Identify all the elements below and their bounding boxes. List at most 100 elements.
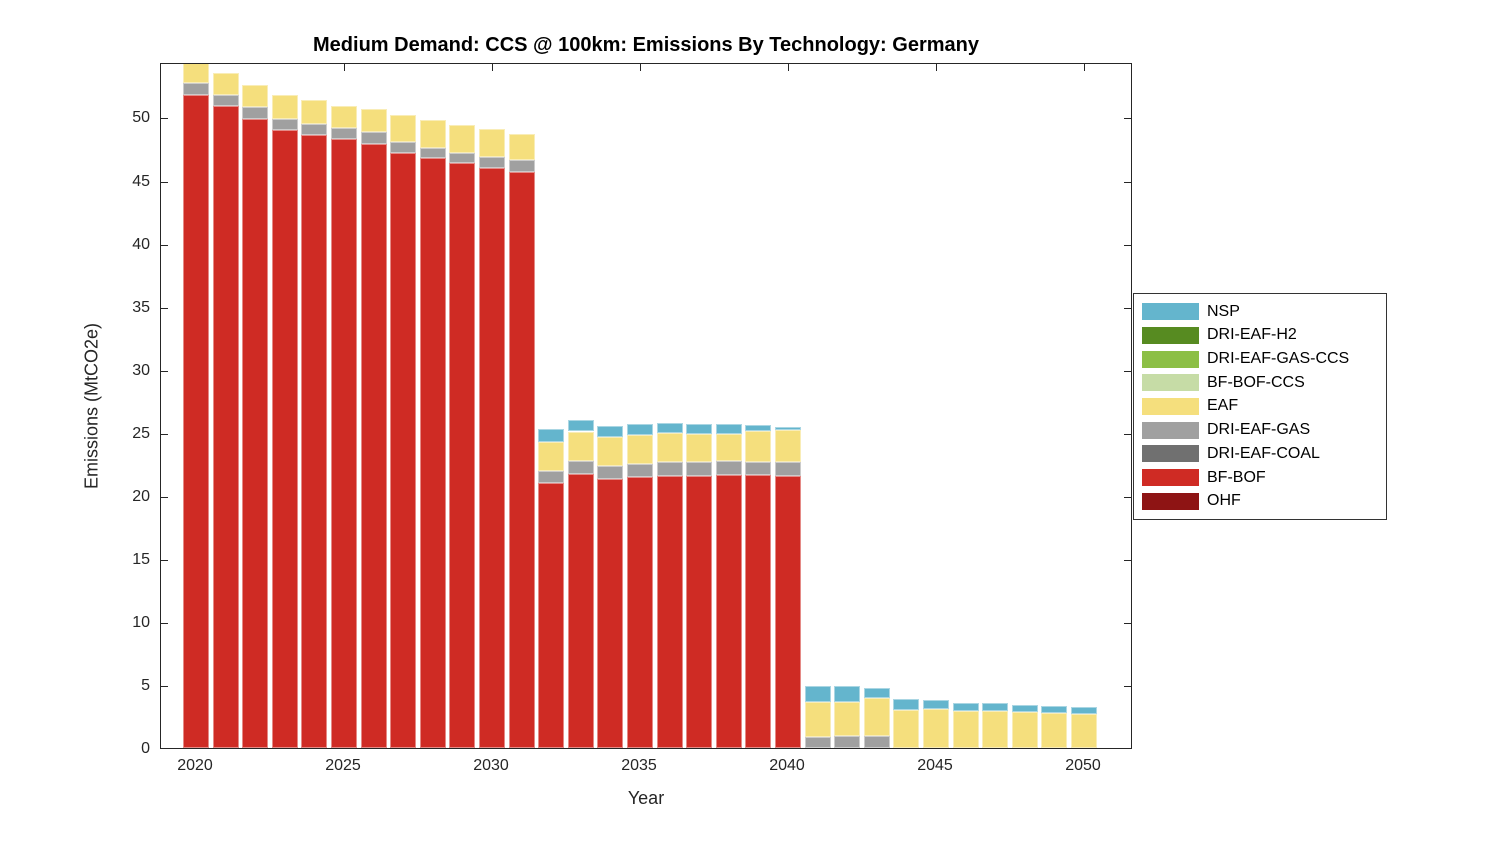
bar-segment-BF-BOF-2036 bbox=[656, 475, 683, 748]
x-tick-label-2025: 2025 bbox=[325, 757, 361, 774]
bar-segment-DRI-EAF-GAS-2030 bbox=[479, 156, 505, 168]
y-tick-label-0: 0 bbox=[141, 740, 150, 757]
bar-segment-BF-BOF-2029 bbox=[449, 162, 476, 748]
legend-swatch-OHF bbox=[1142, 492, 1199, 510]
bar-segment-BF-BOF-2032 bbox=[538, 483, 565, 748]
bar-segment-NSP-2038 bbox=[715, 423, 742, 435]
bar-segment-BF-BOF-2020 bbox=[183, 94, 209, 748]
bar-segment-DRI-EAF-GAS-2039 bbox=[745, 462, 772, 475]
y-tick-mark-50 bbox=[161, 118, 168, 120]
bar-segment-DRI-EAF-GAS-2027 bbox=[390, 142, 417, 153]
legend-label-DRI-EAF-H2: DRI-EAF-H2 bbox=[1207, 326, 1297, 344]
y-tick-mark-right-20 bbox=[1124, 496, 1131, 498]
bar-segment-NSP-2032 bbox=[538, 428, 565, 442]
legend-item-DRI-EAF-COAL: DRI-EAF-COAL bbox=[1142, 445, 1386, 463]
plot-area bbox=[160, 63, 1132, 749]
bar-segment-BF-BOF-2037 bbox=[686, 475, 713, 748]
bar-segment-NSP-2033 bbox=[567, 420, 594, 432]
y-tick-mark-35 bbox=[161, 307, 168, 309]
bar-segment-BF-BOF-2025 bbox=[331, 138, 357, 748]
bar-segment-DRI-EAF-GAS-2035 bbox=[627, 463, 653, 477]
bar-segment-BF-BOF-2028 bbox=[419, 158, 446, 748]
bar-segment-BF-BOF-2031 bbox=[508, 171, 535, 748]
legend-swatch-DRI-EAF-H2 bbox=[1142, 326, 1199, 344]
legend-item-DRI-EAF-GAS-CCS: DRI-EAF-GAS-CCS bbox=[1142, 350, 1386, 368]
bar-segment-EAF-2030 bbox=[479, 128, 505, 157]
bar-segment-BF-BOF-2035 bbox=[627, 476, 653, 748]
bar-segment-EAF-2039 bbox=[745, 430, 772, 463]
x-tick-label-2040: 2040 bbox=[769, 757, 805, 774]
legend-label-BF-BOF: BF-BOF bbox=[1207, 468, 1266, 486]
y-tick-mark-25 bbox=[161, 433, 168, 435]
bar-segment-EAF-2031 bbox=[508, 133, 535, 161]
bar-segment-NSP-2035 bbox=[627, 423, 653, 435]
bar-segment-BF-BOF-2034 bbox=[597, 479, 624, 748]
legend-label-DRI-EAF-GAS: DRI-EAF-GAS bbox=[1207, 421, 1311, 439]
bar-segment-EAF-2049 bbox=[1041, 713, 1068, 748]
y-tick-label-15: 15 bbox=[132, 550, 150, 568]
legend-item-NSP: NSP bbox=[1142, 303, 1386, 321]
y-tick-mark-5 bbox=[161, 685, 168, 687]
bar-segment-EAF-2022 bbox=[242, 85, 269, 108]
y-axis-label: Emissions (MtCO2e) bbox=[81, 322, 102, 490]
bar-segment-DRI-EAF-GAS-2020 bbox=[183, 82, 209, 95]
legend-item-DRI-EAF-H2: DRI-EAF-H2 bbox=[1142, 326, 1386, 344]
bar-segment-DRI-EAF-GAS-2043 bbox=[863, 735, 890, 748]
bar-segment-DRI-EAF-GAS-2036 bbox=[656, 462, 683, 476]
bar-segment-BF-BOF-2039 bbox=[745, 475, 772, 748]
bar-segment-DRI-EAF-GAS-2041 bbox=[804, 736, 831, 748]
y-tick-mark-right-15 bbox=[1124, 559, 1131, 561]
bar-segment-EAF-2047 bbox=[982, 711, 1009, 748]
bar-segment-DRI-EAF-GAS-2023 bbox=[271, 119, 298, 131]
legend-item-OHF: OHF bbox=[1142, 492, 1386, 510]
bar-segment-DRI-EAF-GAS-2031 bbox=[508, 160, 535, 172]
bar-segment-EAF-2021 bbox=[212, 73, 239, 96]
bar-segment-EAF-2041 bbox=[804, 701, 831, 737]
bar-segment-NSP-2042 bbox=[834, 685, 861, 702]
y-tick-label-35: 35 bbox=[132, 298, 150, 316]
bar-segment-NSP-2047 bbox=[982, 703, 1009, 712]
bar-segment-BF-BOF-2026 bbox=[360, 143, 387, 748]
bar-segment-NSP-2050 bbox=[1071, 706, 1097, 715]
bar-segment-NSP-2046 bbox=[952, 703, 979, 711]
bar-segment-EAF-2027 bbox=[390, 114, 417, 143]
y-tick-mark-15 bbox=[161, 559, 168, 561]
bar-segment-DRI-EAF-GAS-2033 bbox=[567, 461, 594, 475]
legend-swatch-DRI-EAF-COAL bbox=[1142, 445, 1199, 463]
bar-segment-EAF-2034 bbox=[597, 437, 624, 467]
bar-segment-NSP-2043 bbox=[863, 688, 890, 699]
bar-segment-DRI-EAF-GAS-2024 bbox=[301, 123, 328, 135]
bar-segment-EAF-2048 bbox=[1011, 712, 1038, 748]
y-tick-mark-20 bbox=[161, 496, 168, 498]
y-tick-mark-right-35 bbox=[1124, 307, 1131, 309]
bar-segment-NSP-2048 bbox=[1011, 705, 1038, 713]
bar-segment-DRI-EAF-GAS-2029 bbox=[449, 152, 476, 163]
legend-swatch-EAF bbox=[1142, 397, 1199, 415]
x-tick-label-2035: 2035 bbox=[621, 757, 657, 774]
bar-segment-DRI-EAF-GAS-2021 bbox=[212, 95, 239, 107]
y-tick-label-45: 45 bbox=[132, 172, 150, 190]
legend-label-EAF: EAF bbox=[1207, 397, 1239, 415]
legend-swatch-BF-BOF bbox=[1142, 469, 1199, 486]
y-tick-label-20: 20 bbox=[132, 487, 150, 505]
y-tick-mark-10 bbox=[161, 622, 168, 624]
bar-segment-BF-BOF-2040 bbox=[775, 475, 801, 748]
bar-segment-EAF-2035 bbox=[627, 434, 653, 464]
x-tick-label-2045: 2045 bbox=[917, 757, 953, 774]
bar-segment-EAF-2046 bbox=[952, 710, 979, 748]
legend-swatch-DRI-EAF-GAS bbox=[1142, 421, 1199, 439]
bar-segment-NSP-2041 bbox=[804, 685, 831, 702]
bar-segment-NSP-2036 bbox=[656, 423, 683, 434]
bar-segment-DRI-EAF-GAS-2040 bbox=[775, 462, 801, 476]
y-tick-label-25: 25 bbox=[132, 424, 150, 442]
bar-segment-EAF-2033 bbox=[567, 431, 594, 462]
legend-item-EAF: EAF bbox=[1142, 397, 1386, 415]
bar-segment-NSP-2045 bbox=[923, 699, 949, 710]
bar-segment-NSP-2037 bbox=[686, 423, 713, 435]
y-tick-mark-right-45 bbox=[1124, 181, 1131, 183]
legend-swatch-DRI-EAF-GAS-CCS bbox=[1142, 350, 1199, 368]
x-tick-mark-top-2030 bbox=[492, 64, 493, 71]
bar-segment-DRI-EAF-GAS-2034 bbox=[597, 466, 624, 480]
bar-segment-EAF-2042 bbox=[834, 701, 861, 737]
